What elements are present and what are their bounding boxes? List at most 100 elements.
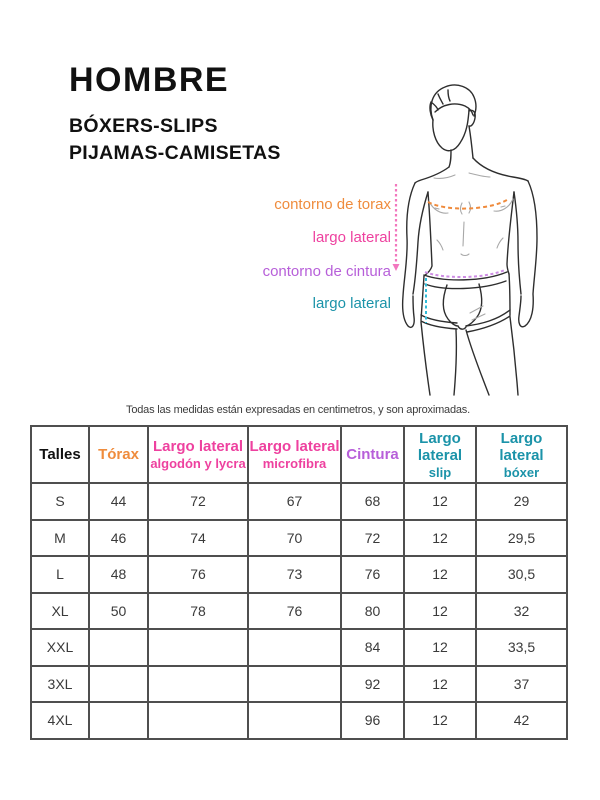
value-cell: 68 bbox=[340, 482, 405, 521]
column-header: Largo lateral algodón y lycra bbox=[147, 425, 249, 484]
value-cell: 42 bbox=[475, 701, 568, 740]
size-table: Talles Tórax Largo lateral algodón y lycra L… bbox=[30, 425, 568, 740]
measure-label-largo-boxer: largo lateral bbox=[312, 295, 391, 312]
value-cell: 67 bbox=[247, 482, 342, 521]
value-cell bbox=[88, 664, 149, 703]
column-header: Talles bbox=[30, 425, 90, 484]
value-cell: 12 bbox=[403, 664, 477, 703]
shoulder-right bbox=[472, 157, 529, 182]
value-cell bbox=[147, 628, 249, 667]
value-cell bbox=[88, 628, 149, 667]
table-row: L 48 76 73 76 12 30,5 bbox=[30, 555, 568, 594]
value-cell bbox=[147, 664, 249, 703]
value-cell: 46 bbox=[88, 518, 149, 557]
value-cell: 72 bbox=[340, 518, 405, 557]
subtitle-pijamas-camisetas: PIJAMAS-CAMISETAS bbox=[69, 142, 281, 164]
boxer-creases bbox=[469, 305, 486, 321]
column-header: Cintura bbox=[340, 425, 405, 484]
page-title: HOMBRE bbox=[69, 61, 230, 99]
male-body-illustration bbox=[392, 84, 538, 396]
boxer-waistband bbox=[423, 271, 508, 290]
neck-right bbox=[468, 125, 474, 159]
value-cell: 12 bbox=[403, 591, 477, 630]
value-cell: 30,5 bbox=[475, 555, 568, 594]
ear bbox=[468, 109, 476, 127]
column-header: Tórax bbox=[88, 425, 149, 484]
value-cell bbox=[247, 664, 342, 703]
value-cell: 29,5 bbox=[475, 518, 568, 557]
chest-measure-line bbox=[427, 199, 508, 210]
value-cell: 12 bbox=[403, 518, 477, 557]
abdomen-details bbox=[436, 221, 504, 257]
value-cell: 78 bbox=[147, 591, 249, 630]
side-length-arrow bbox=[392, 264, 400, 271]
table-row: XXL 84 12 33,5 bbox=[30, 628, 568, 667]
value-cell: 73 bbox=[247, 555, 342, 594]
value-cell: 76 bbox=[340, 555, 405, 594]
value-cell: 12 bbox=[403, 482, 477, 521]
size-cell: L bbox=[30, 555, 90, 594]
arm-left-inner bbox=[412, 191, 429, 295]
value-cell: 50 bbox=[88, 591, 149, 630]
boxer-sides bbox=[420, 273, 511, 321]
value-cell: 80 bbox=[340, 591, 405, 630]
value-cell: 12 bbox=[403, 555, 477, 594]
table-row: S 44 72 67 68 12 29 bbox=[30, 482, 568, 521]
arm-right bbox=[518, 180, 538, 328]
table-row: M 46 74 70 72 12 29,5 bbox=[30, 518, 568, 557]
value-cell: 92 bbox=[340, 664, 405, 703]
value-cell bbox=[88, 701, 149, 740]
table-row: 4XL 96 12 42 bbox=[30, 701, 568, 740]
boxer-hems bbox=[420, 309, 511, 333]
size-cell: S bbox=[30, 482, 90, 521]
value-cell bbox=[147, 701, 249, 740]
value-cell: 76 bbox=[147, 555, 249, 594]
page-subtitle: BÓXERS-SLIPS PIJAMAS-CAMISETAS bbox=[69, 113, 281, 167]
measure-label-largo-lateral: largo lateral bbox=[312, 229, 391, 246]
size-cell: XXL bbox=[30, 628, 90, 667]
face-outline bbox=[432, 108, 470, 152]
collarbones bbox=[433, 172, 491, 179]
value-cell bbox=[247, 701, 342, 740]
subtitle-boxers-slips: BÓXERS-SLIPS bbox=[69, 115, 218, 137]
value-cell: 29 bbox=[475, 482, 568, 521]
value-cell: 12 bbox=[403, 628, 477, 667]
value-cell: 76 bbox=[247, 591, 342, 630]
value-cell: 37 bbox=[475, 664, 568, 703]
value-cell: 70 bbox=[247, 518, 342, 557]
arm-right-inner bbox=[513, 191, 522, 295]
value-cell: 44 bbox=[88, 482, 149, 521]
size-cell: 3XL bbox=[30, 664, 90, 703]
value-cell bbox=[247, 628, 342, 667]
size-cell: M bbox=[30, 518, 90, 557]
measurements-note: Todas las medidas están expresadas en ce… bbox=[126, 404, 470, 416]
boxer-pouch bbox=[442, 283, 483, 330]
column-header: Largo lateral slip bbox=[403, 425, 477, 484]
legs bbox=[420, 316, 519, 396]
arm-left bbox=[401, 182, 416, 329]
value-cell: 12 bbox=[403, 701, 477, 740]
neck-left bbox=[448, 149, 452, 168]
value-cell: 72 bbox=[147, 482, 249, 521]
hair-fringe bbox=[434, 103, 474, 116]
table-header-row: Talles Tórax Largo lateral algodón y lycra L… bbox=[30, 425, 568, 484]
table-row: XL 50 78 76 80 12 32 bbox=[30, 591, 568, 630]
size-cell: XL bbox=[30, 591, 90, 630]
value-cell: 32 bbox=[475, 591, 568, 630]
torso-right bbox=[506, 191, 515, 275]
hair-spikes bbox=[429, 89, 451, 121]
value-cell: 74 bbox=[147, 518, 249, 557]
waist-measure-line bbox=[424, 269, 506, 278]
measure-label-cintura: contorno de cintura bbox=[262, 263, 391, 280]
value-cell: 96 bbox=[340, 701, 405, 740]
shoulder-left bbox=[414, 166, 450, 184]
size-cell: 4XL bbox=[30, 701, 90, 740]
value-cell: 84 bbox=[340, 628, 405, 667]
table-row: 3XL 92 12 37 bbox=[30, 664, 568, 703]
value-cell: 48 bbox=[88, 555, 149, 594]
column-header: Largo lateral bóxer bbox=[475, 425, 568, 484]
value-cell: 33,5 bbox=[475, 628, 568, 667]
column-header: Largo lateral microfibra bbox=[247, 425, 342, 484]
hair-outline bbox=[430, 84, 477, 121]
